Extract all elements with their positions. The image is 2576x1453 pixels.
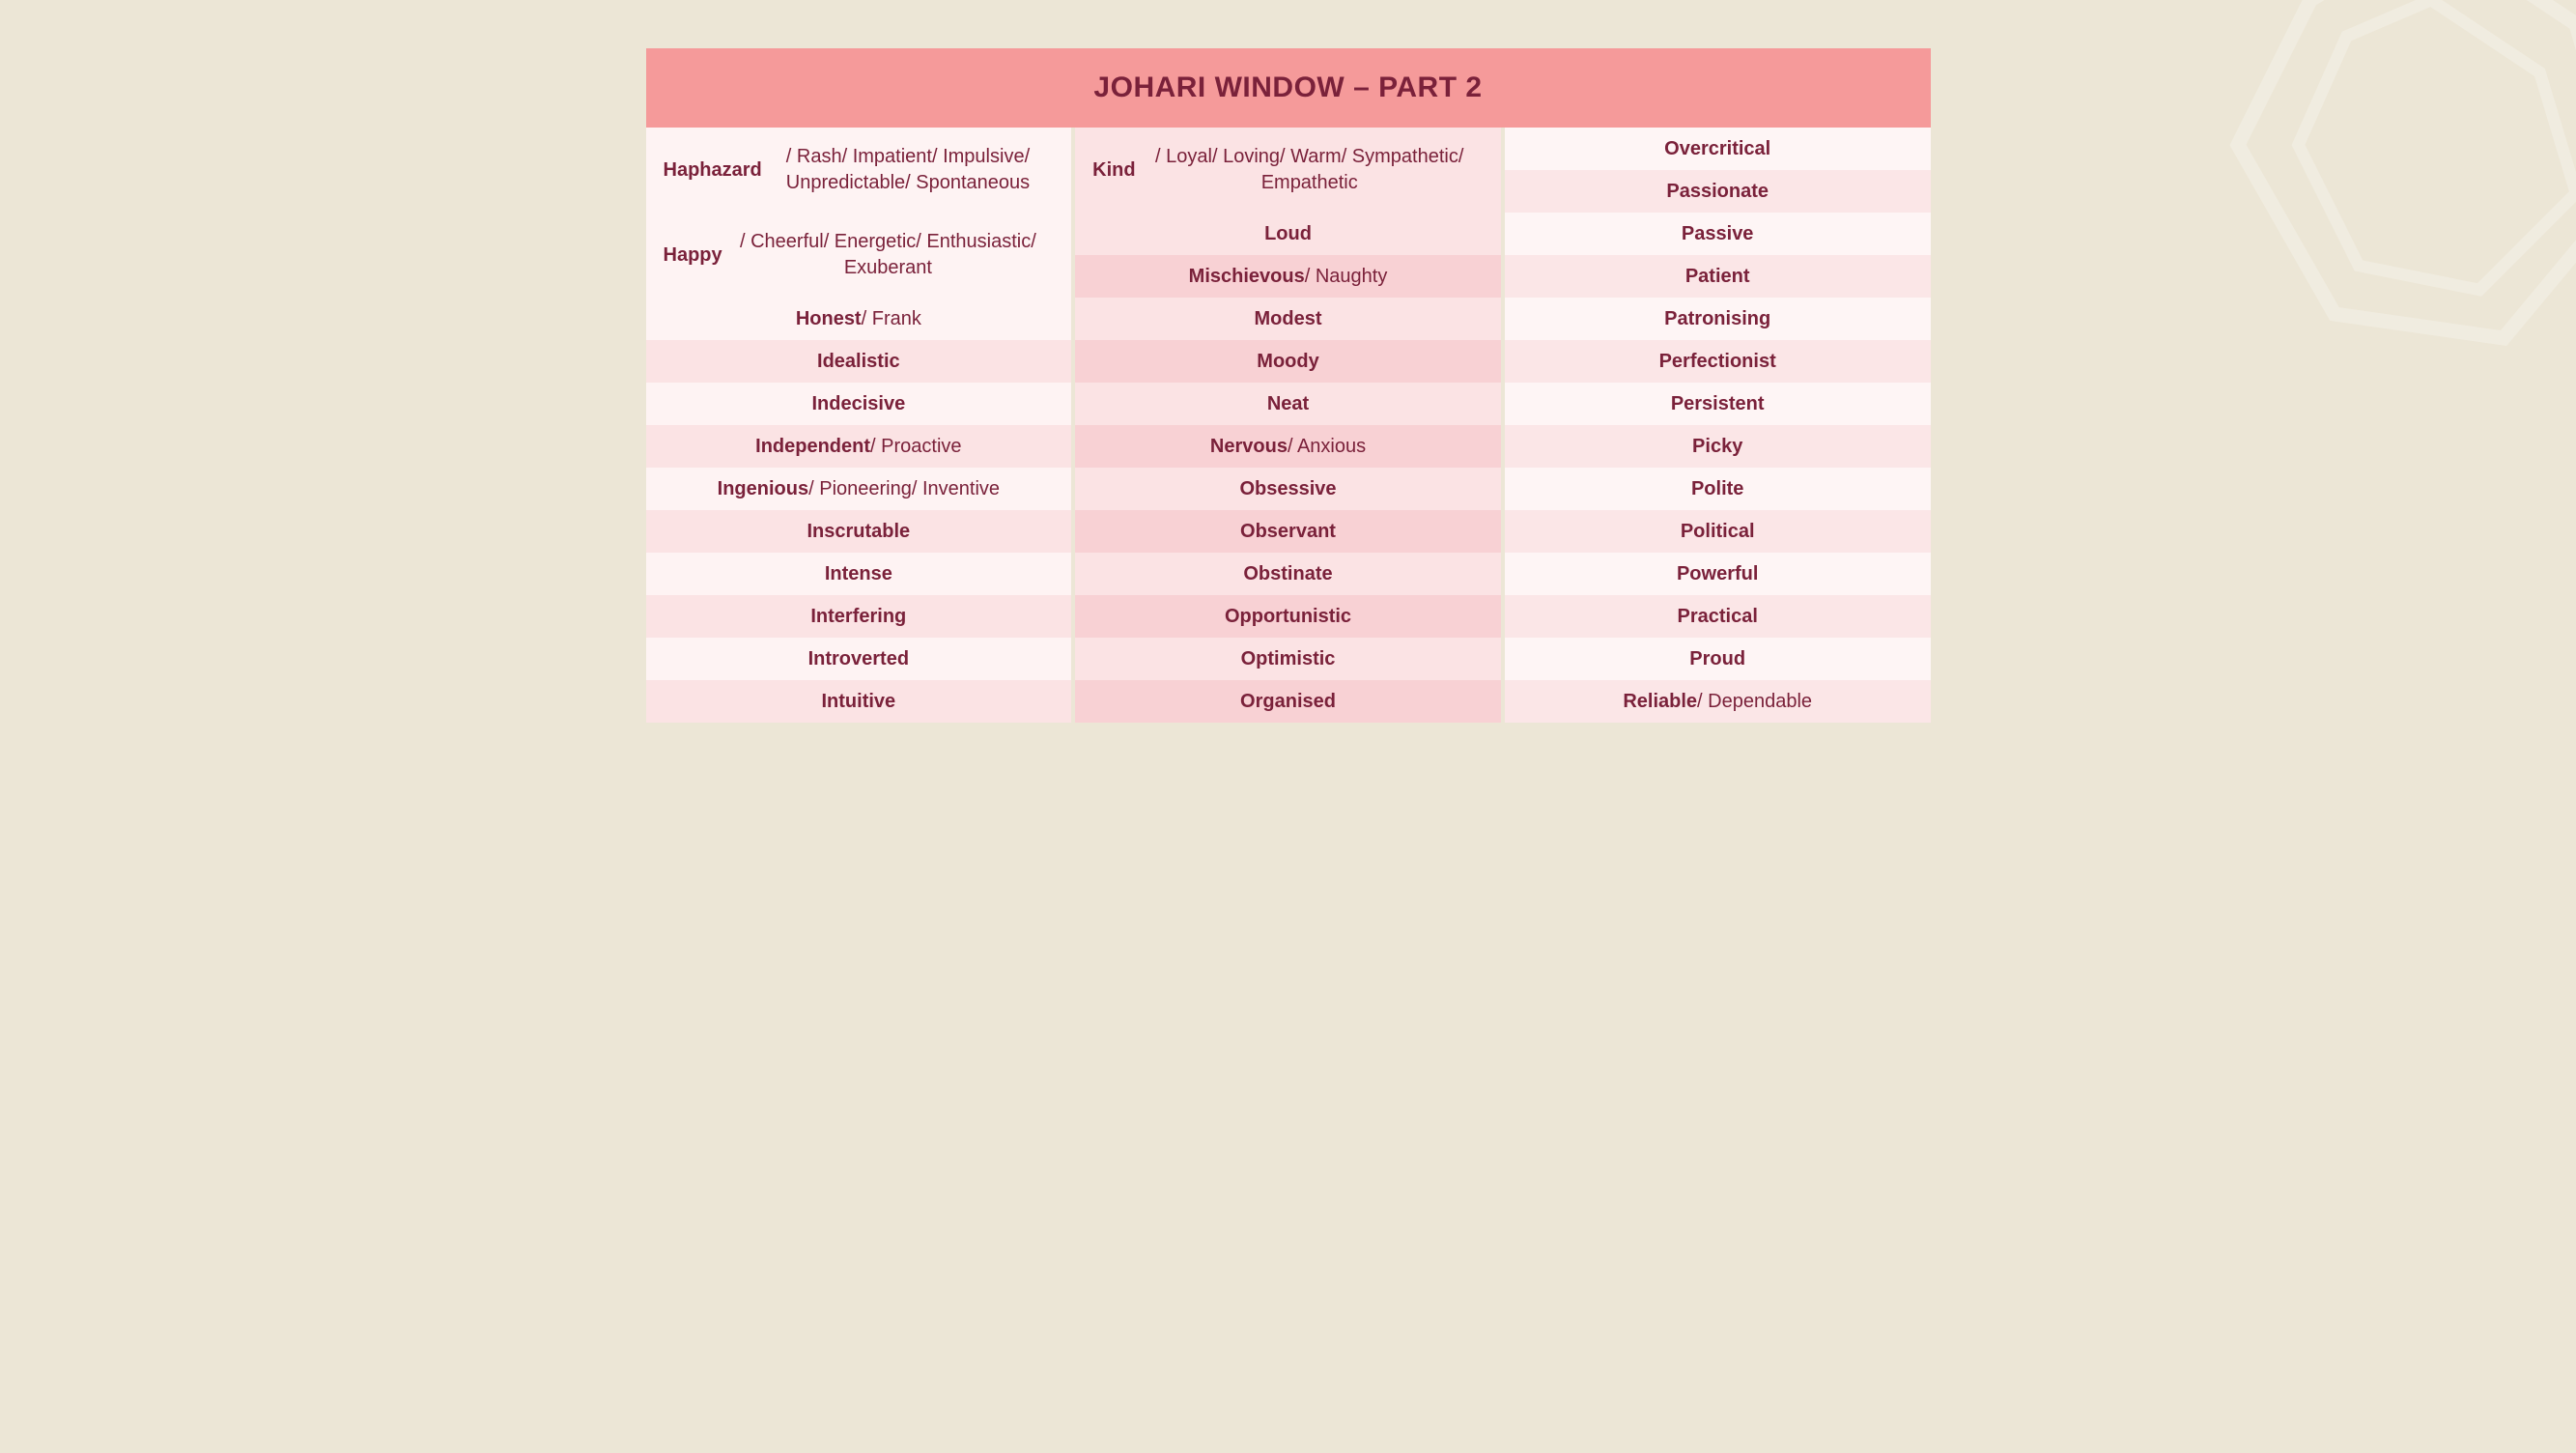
trait-bold: Passionate [1666, 179, 1769, 205]
trait-cell: Overcritical [1505, 128, 1931, 170]
trait-cell: Powerful [1505, 553, 1931, 595]
trait-bold: Reliable [1623, 689, 1697, 715]
trait-rest: / Pioneering/ Inventive [808, 476, 1000, 502]
trait-cell: Passionate [1505, 170, 1931, 213]
trait-bold: Persistent [1671, 391, 1765, 417]
trait-bold: Obsessive [1239, 476, 1336, 502]
trait-bold: Obstinate [1243, 561, 1332, 587]
trait-cell: Intuitive [646, 680, 1072, 723]
trait-cell: Obsessive [1075, 468, 1501, 510]
trait-bold: Proud [1689, 646, 1745, 672]
column-3: Overcritical Passionate Passive Patient Patr… [1505, 128, 1931, 723]
trait-bold: Independent [755, 434, 870, 460]
trait-bold: Patient [1685, 264, 1750, 290]
trait-cell: Moody [1075, 340, 1501, 383]
trait-rest: / Dependable [1697, 689, 1812, 715]
trait-bold: Modest [1255, 306, 1322, 332]
trait-bold: Indecisive [811, 391, 905, 417]
trait-bold: Intense [825, 561, 892, 587]
trait-bold: Picky [1692, 434, 1742, 460]
trait-cell: Honest/ Frank [646, 298, 1072, 340]
trait-cell: Idealistic [646, 340, 1072, 383]
trait-bold: Inscrutable [807, 519, 910, 545]
trait-cell: Political [1505, 510, 1931, 553]
trait-cell: Opportunistic [1075, 595, 1501, 638]
trait-cell: Persistent [1505, 383, 1931, 425]
trait-bold: Passive [1682, 221, 1754, 247]
trait-bold: Practical [1677, 604, 1757, 630]
trait-cell: Polite [1505, 468, 1931, 510]
trait-rest: / Anxious [1288, 434, 1366, 460]
trait-bold: Powerful [1677, 561, 1758, 587]
trait-bold: Happy [664, 242, 722, 269]
background-decoration [2190, 0, 2576, 386]
trait-cell: Optimistic [1075, 638, 1501, 680]
column-2: Kind/ Loyal/ Loving/ Warm/ Sympathetic/ … [1075, 128, 1501, 723]
trait-bold: Loud [1264, 221, 1312, 247]
trait-cell: Kind/ Loyal/ Loving/ Warm/ Sympathetic/ … [1075, 128, 1501, 213]
trait-cell: Organised [1075, 680, 1501, 723]
trait-cell: Nervous/ Anxious [1075, 425, 1501, 468]
trait-bold: Organised [1240, 689, 1336, 715]
trait-bold: Interfering [810, 604, 906, 630]
table-title: JOHARI WINDOW – PART 2 [646, 48, 1931, 128]
trait-cell: Neat [1075, 383, 1501, 425]
trait-bold: Opportunistic [1225, 604, 1351, 630]
trait-cell: Haphazard/ Rash/ Impatient/ Impulsive/ U… [646, 128, 1072, 213]
table-columns: Haphazard/ Rash/ Impatient/ Impulsive/ U… [646, 128, 1931, 723]
trait-rest: / Loyal/ Loving/ Warm/ Sympathetic/ Empa… [1136, 144, 1484, 196]
trait-cell: Proud [1505, 638, 1931, 680]
trait-cell: Reliable/ Dependable [1505, 680, 1931, 723]
trait-cell: Introverted [646, 638, 1072, 680]
trait-bold: Nervous [1210, 434, 1288, 460]
trait-bold: Perfectionist [1659, 349, 1776, 375]
trait-cell: Independent/ Proactive [646, 425, 1072, 468]
trait-rest: / Proactive [870, 434, 961, 460]
trait-bold: Honest [796, 306, 862, 332]
trait-bold: Patronising [1664, 306, 1770, 332]
trait-bold: Idealistic [817, 349, 900, 375]
trait-cell: Picky [1505, 425, 1931, 468]
trait-rest: / Naughty [1305, 264, 1388, 290]
trait-cell: Passive [1505, 213, 1931, 255]
trait-cell: Interfering [646, 595, 1072, 638]
trait-rest: / Rash/ Impatient/ Impulsive/ Unpredicta… [762, 144, 1054, 196]
trait-bold: Kind [1092, 157, 1135, 184]
trait-cell: Ingenious/ Pioneering/ Inventive [646, 468, 1072, 510]
trait-cell: Mischievous/ Naughty [1075, 255, 1501, 298]
trait-bold: Overcritical [1664, 136, 1770, 162]
trait-cell: Intense [646, 553, 1072, 595]
trait-rest: / Frank [862, 306, 921, 332]
trait-bold: Mischievous [1189, 264, 1305, 290]
trait-cell: Observant [1075, 510, 1501, 553]
trait-bold: Intuitive [822, 689, 896, 715]
trait-rest: / Cheerful/ Energetic/ Enthusiastic/ Exu… [722, 229, 1055, 281]
trait-bold: Moody [1257, 349, 1318, 375]
trait-bold: Political [1681, 519, 1755, 545]
trait-cell: Happy/ Cheerful/ Energetic/ Enthusiastic… [646, 213, 1072, 298]
trait-bold: Optimistic [1241, 646, 1336, 672]
trait-bold: Introverted [808, 646, 909, 672]
trait-cell: Patient [1505, 255, 1931, 298]
trait-cell: Inscrutable [646, 510, 1072, 553]
trait-bold: Polite [1691, 476, 1743, 502]
trait-cell: Patronising [1505, 298, 1931, 340]
trait-bold: Ingenious [718, 476, 808, 502]
trait-cell: Obstinate [1075, 553, 1501, 595]
trait-bold: Neat [1267, 391, 1309, 417]
trait-bold: Observant [1240, 519, 1336, 545]
johari-table: JOHARI WINDOW – PART 2 Haphazard/ Rash/ … [646, 48, 1931, 723]
trait-cell: Modest [1075, 298, 1501, 340]
trait-cell: Loud [1075, 213, 1501, 255]
trait-cell: Practical [1505, 595, 1931, 638]
trait-cell: Perfectionist [1505, 340, 1931, 383]
trait-bold: Haphazard [664, 157, 762, 184]
column-1: Haphazard/ Rash/ Impatient/ Impulsive/ U… [646, 128, 1072, 723]
trait-cell: Indecisive [646, 383, 1072, 425]
